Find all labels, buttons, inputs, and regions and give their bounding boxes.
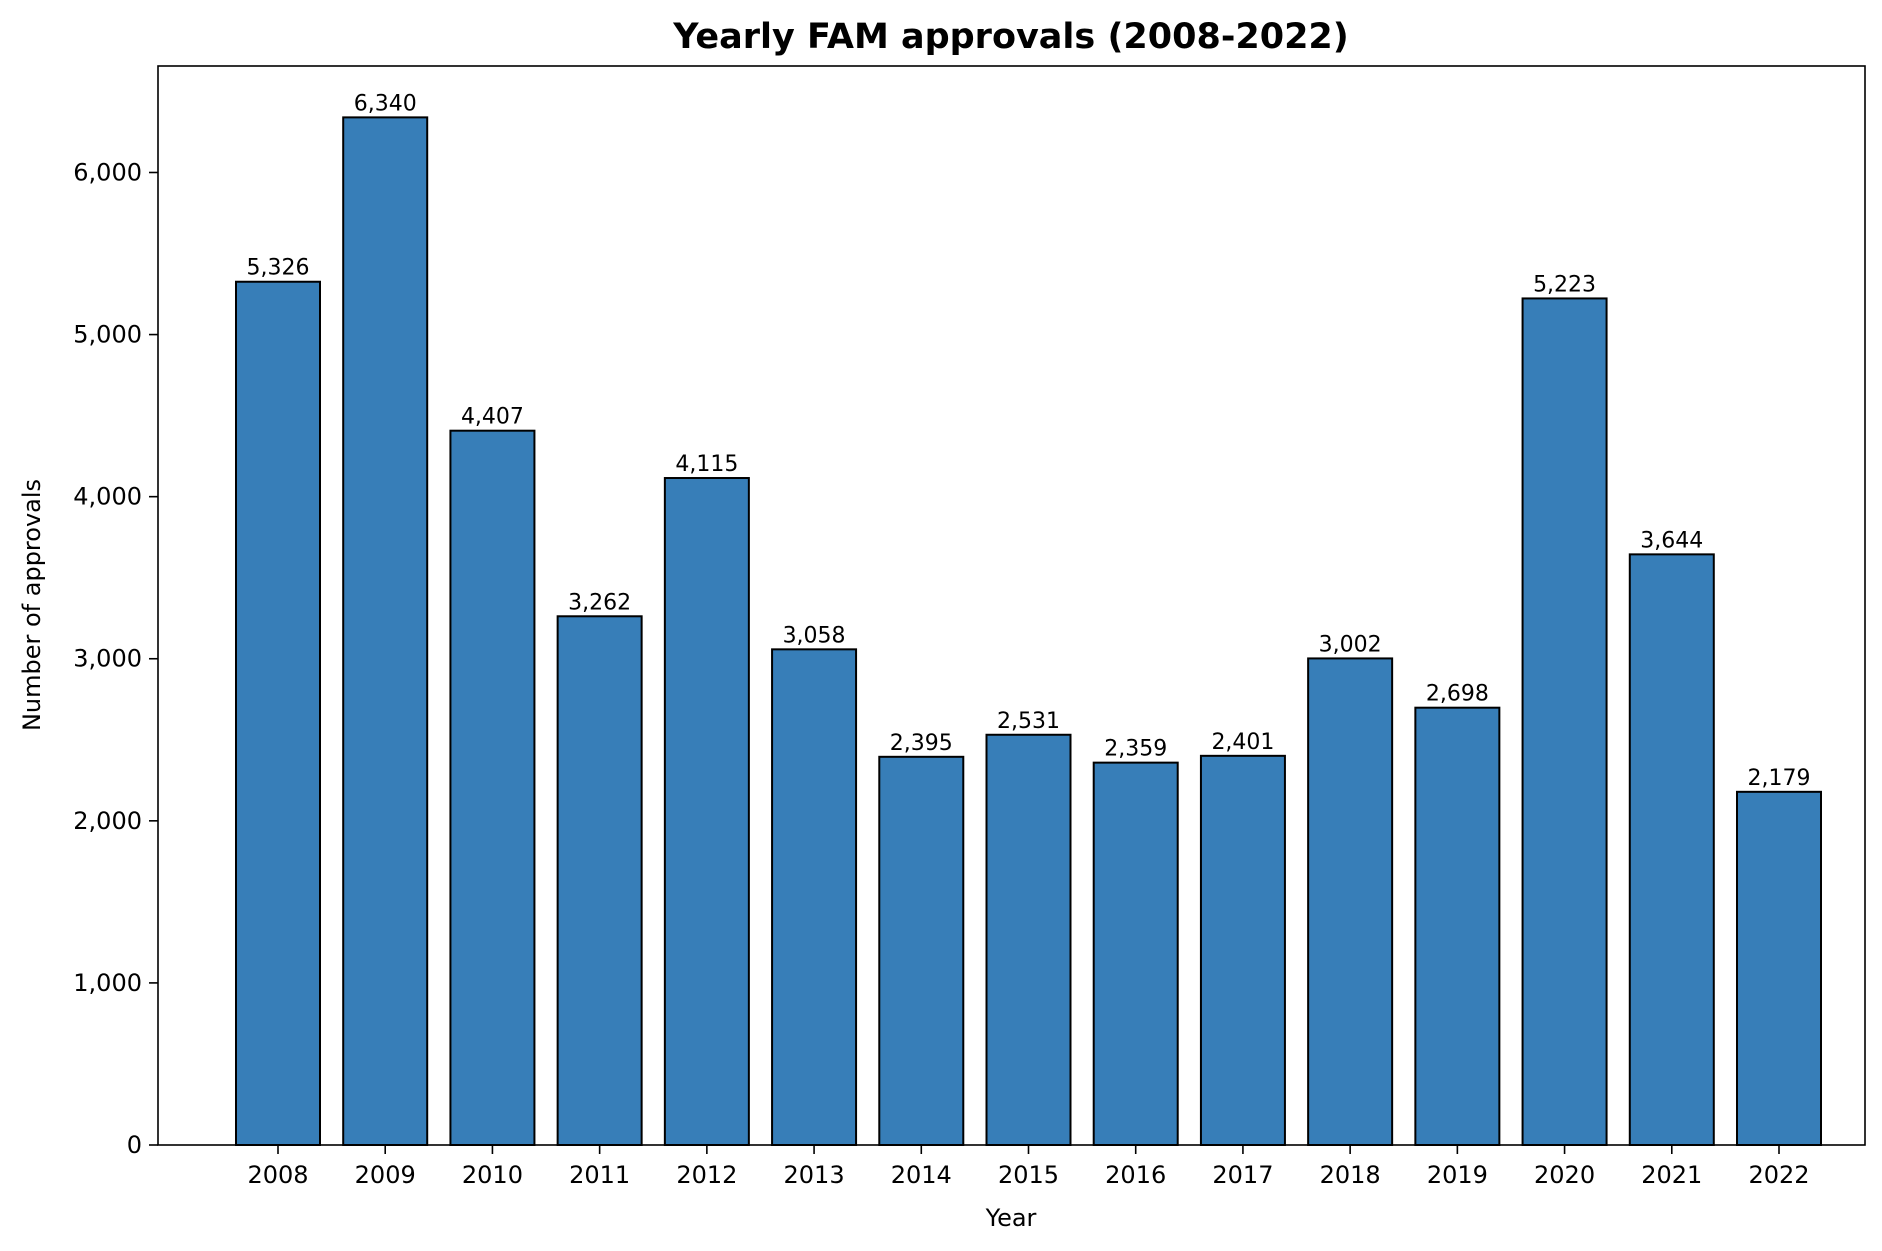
data-label-2010: 4,407 [461,405,524,430]
x-tick-label-2020: 2020 [1534,1161,1595,1189]
y-tick-label-0: 0 [127,1131,142,1159]
data-label-2022: 2,179 [1748,766,1811,791]
bar-2011 [556,615,643,1146]
x-tick-label-2019: 2019 [1427,1161,1488,1189]
bar-2019 [1414,706,1501,1146]
bar-2017 [1199,754,1286,1147]
data-label-2013: 3,058 [783,623,846,648]
x-tick-label-2012: 2012 [676,1161,737,1189]
y-tick-label-2000: 2,000 [73,807,142,835]
data-label-2009: 6,340 [354,91,417,116]
data-label-2011: 3,262 [568,590,631,615]
data-label-2018: 3,002 [1319,632,1382,657]
bar-2018 [1307,657,1394,1146]
x-tick-label-2014: 2014 [891,1161,952,1189]
x-tick-label-2010: 2010 [462,1161,523,1189]
y-tick-label-3000: 3,000 [73,645,142,673]
data-label-2019: 2,698 [1426,682,1489,707]
x-tick-label-2016: 2016 [1105,1161,1166,1189]
x-tick-label-2018: 2018 [1320,1161,1381,1189]
data-label-2021: 3,644 [1640,528,1703,553]
data-labels-layer: 5,326 6,340 4,407 3,262 4,115 3,058 2,395 2,531… [247,91,1811,790]
bar-2020 [1521,297,1608,1146]
ticks-layer: 2008 2009 2010 2011 2012 2013 2014 2015 2016 2017… [73,158,1809,1189]
bar-2013 [771,648,858,1147]
y-tick-label-4000: 4,000 [73,483,142,511]
bar-2010 [449,429,536,1146]
bar-2009 [342,116,429,1146]
y-tick-label-1000: 1,000 [73,969,142,997]
x-axis-label: Year [985,1204,1037,1232]
y-tick-label-5000: 5,000 [73,321,142,349]
chart-title: Yearly FAM approvals (2008-2022) [672,17,1349,57]
x-tick-label-2022: 2022 [1748,1161,1809,1189]
bar-2008 [235,280,321,1146]
bar-2015 [985,733,1072,1146]
x-tick-label-2017: 2017 [1212,1161,1273,1189]
data-label-2014: 2,395 [890,731,953,756]
data-label-2012: 4,115 [675,452,738,477]
bar-2022 [1736,790,1822,1146]
data-label-2015: 2,531 [997,709,1060,734]
y-tick-label-6000: 6,000 [73,158,142,186]
x-tick-label-2009: 2009 [355,1161,416,1189]
bar-2016 [1092,761,1179,1146]
data-label-2017: 2,401 [1211,730,1274,755]
data-label-2016: 2,359 [1104,737,1167,762]
x-tick-label-2015: 2015 [998,1161,1059,1189]
x-tick-label-2021: 2021 [1641,1161,1702,1189]
x-tick-label-2011: 2011 [569,1161,630,1189]
x-tick-label-2013: 2013 [784,1161,845,1189]
data-label-2020: 5,223 [1533,272,1596,297]
bar-2021 [1628,553,1715,1146]
data-label-2008: 5,326 [247,256,310,281]
bar-2012 [663,477,750,1146]
x-tick-label-2008: 2008 [247,1161,308,1189]
bar-2014 [878,755,965,1146]
plot-frame [157,65,1866,1146]
y-axis-label: Number of approvals [18,479,46,731]
bars-layer [235,116,1822,1147]
